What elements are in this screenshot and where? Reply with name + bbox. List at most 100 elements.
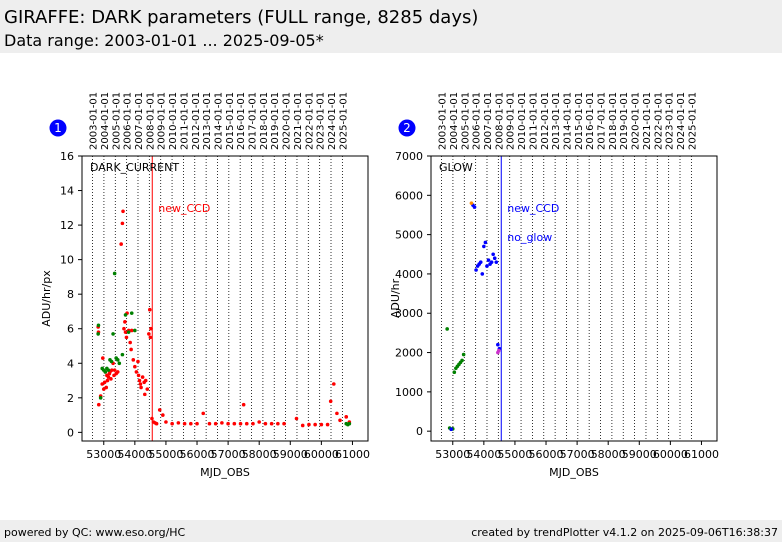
- chart1-data-point: [147, 307, 152, 312]
- chart1-data-point: [98, 396, 103, 400]
- chart1-data-point: [126, 330, 131, 334]
- chart1-data-point: [207, 421, 212, 426]
- chart1-y-tick-label: 16: [60, 150, 74, 163]
- chart1-y-tick-label: 0: [67, 426, 74, 439]
- chart1-date-label: 2010-01-01: [168, 92, 179, 150]
- chart2-date-label: 2021-01-01: [642, 92, 653, 150]
- chart1-data-point: [136, 359, 140, 364]
- chart1-x-tick-label: 60000: [304, 448, 339, 461]
- chart1-data-point: [121, 209, 125, 214]
- chart1-data-point: [147, 332, 151, 336]
- chart2-x-tick-label: 57000: [560, 448, 595, 461]
- footer-powered-by: powered by QC: www.eso.org/HC: [4, 526, 186, 539]
- chart1-x-tick-label: 57000: [211, 448, 246, 461]
- chart2-event-label: new_CCD: [507, 202, 559, 215]
- chart1-date-label: 2007-01-01: [134, 92, 145, 150]
- page-subtitle: Data range: 2003-01-01 ... 2025-09-05*: [4, 31, 324, 50]
- chart1-date-label: 2019-01-01: [270, 92, 281, 150]
- chart1-x-axis-label: MJD_OBS: [200, 466, 250, 479]
- header-bar: GIRAFFE: DARK parameters (FULL range, 82…: [0, 0, 782, 53]
- chart1-date-label: 2012-01-01: [191, 92, 202, 150]
- chart2-x-tick-label: 54000: [466, 448, 501, 461]
- chart1-data-point: [105, 378, 110, 383]
- chart2-date-label: 2003-01-01: [438, 92, 449, 150]
- chart1-data-point: [123, 330, 128, 334]
- chart1-date-label: 2011-01-01: [179, 92, 190, 150]
- chart1-data-point: [96, 323, 101, 328]
- chart1-x-tick-label: 59000: [273, 448, 308, 461]
- chart2-x-tick-label: 59000: [622, 448, 657, 461]
- chart2-date-label: 2014-01-01: [562, 92, 573, 150]
- chart1-data-point: [244, 421, 249, 426]
- chart2-y-tick-label: 2000: [395, 347, 423, 360]
- chart1-y-tick-label: 4: [67, 357, 74, 370]
- chart1-y-axis-label: ADU/hr/px: [40, 270, 53, 327]
- chart2-y-tick-label: 1000: [395, 386, 423, 399]
- chart1-y-tick-label: 8: [67, 288, 74, 301]
- chart1-data-point: [128, 340, 132, 345]
- chart1-data-point: [106, 368, 111, 372]
- chart1-date-label: 2013-01-01: [202, 92, 213, 150]
- chart1-date-label: 2023-01-01: [316, 92, 327, 150]
- chart2-date-label: 2005-01-01: [460, 92, 471, 150]
- chart1-date-label: 2025-01-01: [338, 92, 349, 150]
- chart1-data-point: [161, 413, 165, 417]
- chart1-data-point: [226, 421, 230, 426]
- chart1-data-point: [276, 421, 280, 426]
- chart1-date-label: 2015-01-01: [225, 92, 236, 150]
- chart1-data-point: [238, 421, 243, 426]
- chart2-date-label: 2013-01-01: [551, 92, 562, 150]
- chart1-data-point: [129, 328, 134, 333]
- chart1-data-point: [120, 352, 125, 357]
- chart1-data-point: [129, 347, 133, 352]
- chart1-date-label: 2005-01-01: [111, 92, 122, 150]
- chart1-data-point: [112, 271, 117, 276]
- chart2-y-tick-label: 5000: [395, 229, 423, 242]
- chart1-x-tick-label: 56000: [180, 448, 215, 461]
- chart2-data-point: [494, 260, 499, 264]
- chart1-data-point: [328, 399, 333, 404]
- chart1-data-point: [124, 335, 129, 340]
- chart2-x-tick-label: 55000: [497, 448, 532, 461]
- chart2-data-point: [489, 260, 494, 264]
- chart1-data-point: [109, 377, 113, 381]
- chart2-x-tick-label: 61000: [684, 448, 719, 461]
- chart1-data-point: [347, 421, 352, 426]
- chart1-data-point: [332, 382, 336, 386]
- chart1-data-point: [313, 422, 317, 427]
- chart2-date-label: 2009-01-01: [506, 92, 517, 150]
- chart1-data-point: [115, 370, 120, 374]
- chart2-date-label: 2023-01-01: [665, 92, 676, 150]
- chart1-data-point: [117, 361, 122, 366]
- chart1-data-point: [112, 368, 117, 372]
- chart1-data-point: [140, 375, 145, 379]
- chart2-date-label: 2008-01-01: [494, 92, 505, 150]
- chart1-data-point: [157, 408, 162, 412]
- chart1-data-point: [149, 326, 153, 331]
- page-title: GIRAFFE: DARK parameters (FULL range, 82…: [4, 7, 479, 28]
- chart1-y-tick-label: 6: [67, 323, 74, 336]
- chart1-data-point: [119, 242, 123, 246]
- chart1-x-tick-label: 61000: [335, 448, 370, 461]
- chart1-event-label: new_CCD: [158, 202, 210, 215]
- chart2-y-tick-label: 7000: [395, 150, 423, 163]
- footer-created-by: created by trendPlotter v4.1.2 on 2025-0…: [471, 526, 778, 539]
- chart1-data-point: [138, 382, 143, 386]
- chart1-data-point: [123, 320, 127, 324]
- chart1-y-tick-label: 12: [60, 219, 74, 232]
- chart2-event-label-2: no_glow: [507, 231, 552, 244]
- chart1-date-label: 2017-01-01: [248, 92, 259, 150]
- chart1-data-point: [143, 378, 148, 383]
- chart1-data-point: [176, 421, 181, 425]
- chart1-date-label: 2022-01-01: [304, 92, 315, 150]
- chart1-date-label: 2021-01-01: [293, 92, 304, 150]
- chart1-data-point: [294, 416, 299, 421]
- chart2-x-axis-label: MJD_OBS: [549, 466, 599, 479]
- chart2-data-point: [452, 370, 457, 375]
- chart2-y-tick-label: 4000: [395, 268, 423, 281]
- chart1-date-label: 2009-01-01: [157, 92, 168, 150]
- chart1-data-point: [122, 326, 126, 331]
- chart2-date-label: 2017-01-01: [597, 92, 608, 150]
- chart1-y-tick-label: 10: [60, 254, 74, 267]
